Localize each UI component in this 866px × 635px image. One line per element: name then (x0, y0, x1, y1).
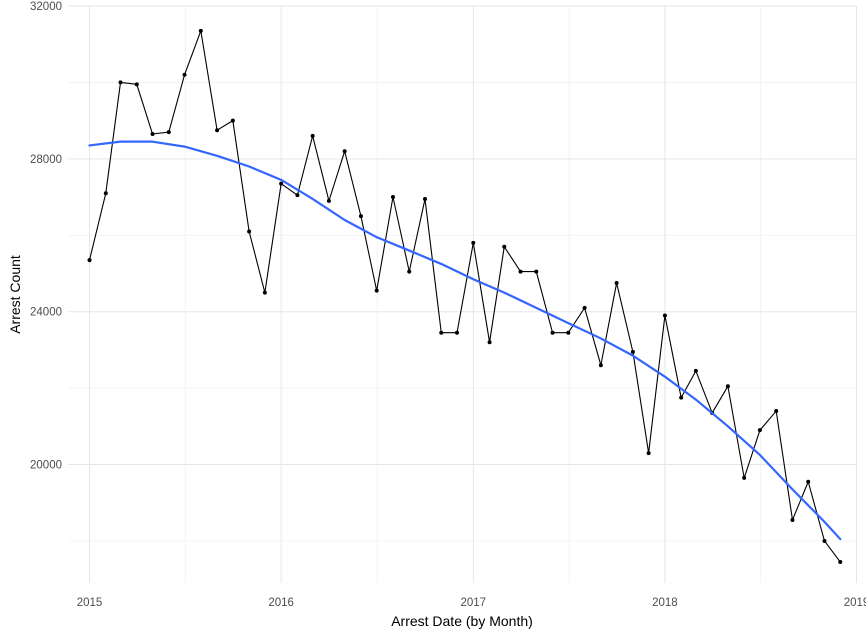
data-point (150, 132, 155, 137)
data-point (295, 193, 300, 198)
x-tick-label: 2015 (77, 597, 103, 609)
data-point (487, 340, 492, 345)
data-point (471, 240, 476, 245)
data-point (582, 305, 587, 310)
data-point (198, 28, 203, 33)
observed-line-path (88, 30, 841, 563)
data-point (679, 395, 684, 400)
data-point (118, 80, 123, 85)
data-point (646, 451, 651, 456)
data-point (742, 475, 747, 480)
y-axis-title: Arrest Count (7, 255, 23, 334)
y-tick-label: 24000 (30, 307, 62, 319)
data-point (774, 409, 779, 414)
data-point (390, 195, 395, 200)
y-tick-label: 28000 (30, 154, 62, 166)
data-point (790, 517, 795, 522)
data-point (455, 330, 460, 335)
data-point (422, 196, 427, 201)
major-gridlines (68, 5, 858, 583)
data-point (757, 428, 762, 433)
data-point (439, 330, 444, 335)
data-point (103, 191, 108, 196)
x-tick-label: 2019 (844, 597, 866, 609)
data-point (534, 269, 539, 274)
data-point (407, 269, 412, 274)
data-point (230, 118, 235, 123)
data-point (550, 330, 555, 335)
data-point (182, 72, 187, 77)
arrest-count-points (87, 28, 843, 564)
data-point (247, 229, 252, 234)
data-point (502, 244, 507, 249)
smooth-line-path (88, 140, 842, 541)
data-point (374, 288, 379, 293)
x-axis-tick-labels: 2015 2016 2017 2018 2019 (77, 597, 866, 609)
data-point (630, 349, 635, 354)
y-axis-tick-labels: 20000 24000 28000 32000 (30, 1, 62, 472)
x-tick-label: 2016 (268, 597, 294, 609)
x-tick-label: 2017 (460, 597, 486, 609)
arrest-count-series (88, 30, 841, 563)
data-point (262, 290, 267, 295)
data-point (342, 149, 347, 154)
data-point (215, 128, 220, 133)
data-point (614, 281, 619, 286)
trend-smooth-series (88, 140, 842, 541)
x-axis-title: Arrest Date (by Month) (391, 613, 533, 629)
data-point (166, 130, 171, 135)
x-tick-label: 2018 (652, 597, 678, 609)
data-point (134, 82, 139, 87)
data-point (598, 363, 603, 368)
data-point (822, 538, 827, 543)
y-tick-label: 20000 (30, 460, 62, 472)
data-point (806, 479, 811, 484)
data-point (326, 198, 331, 203)
data-point (358, 214, 363, 219)
data-point (518, 269, 523, 274)
data-point (838, 559, 843, 564)
y-tick-label: 32000 (30, 1, 62, 13)
data-point (693, 368, 698, 373)
data-point (662, 313, 667, 318)
data-point (566, 330, 571, 335)
minor-gridlines (68, 6, 856, 583)
data-point (279, 181, 284, 186)
data-point (87, 258, 92, 263)
data-point (725, 384, 730, 389)
data-point (310, 133, 315, 138)
